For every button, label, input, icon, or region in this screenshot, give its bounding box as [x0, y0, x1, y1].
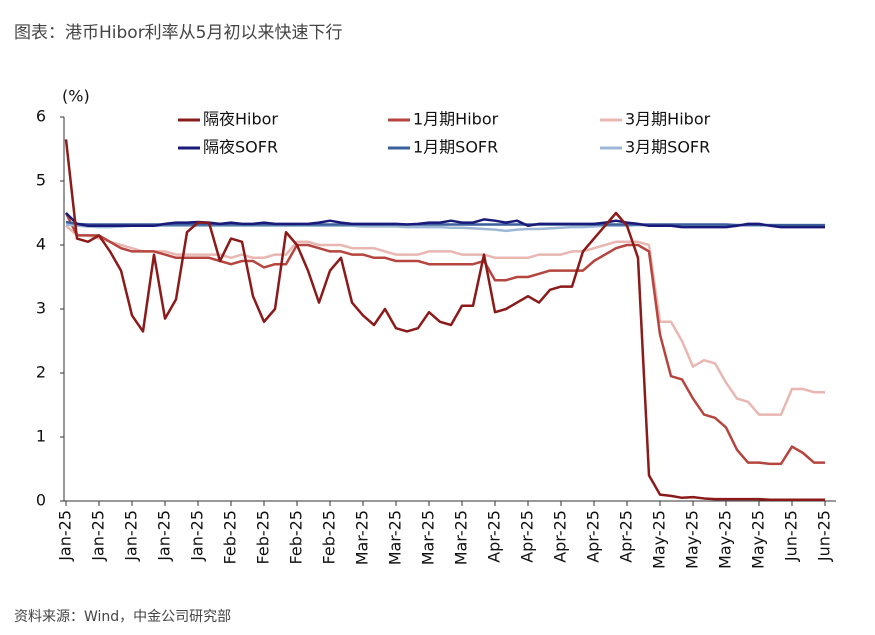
- series-line: [64, 212, 825, 466]
- y-axis-label: (%): [62, 87, 90, 106]
- x-tick-label: Mar-25: [419, 510, 438, 565]
- series-line: [65, 212, 825, 229]
- x-tick-label: Apr-25: [485, 510, 504, 563]
- x-tick-label: May-25: [683, 510, 702, 569]
- x-tick-label: May-25: [650, 510, 669, 569]
- legend-label: 1月期SOFR: [413, 138, 498, 157]
- y-tick-label: 1: [36, 427, 46, 446]
- x-tick-label: Jan-25: [122, 510, 141, 562]
- x-tick-label: Jan-25: [56, 510, 75, 562]
- y-tick-label: 2: [36, 363, 46, 382]
- x-tick-label: Jun-25: [815, 510, 834, 562]
- x-tick-label: Jan-25: [89, 510, 108, 562]
- x-tick-label: Apr-25: [551, 510, 570, 563]
- x-tick-label: Apr-25: [584, 510, 603, 563]
- x-tick-label: Feb-25: [287, 510, 306, 564]
- x-tick-label: May-25: [749, 510, 768, 569]
- legend-label: 隔夜Hibor: [203, 110, 278, 129]
- legend-label: 1月期Hibor: [413, 110, 499, 129]
- x-tick-label: Feb-25: [320, 510, 339, 564]
- x-tick-label: Jan-25: [155, 510, 174, 562]
- source: 资料来源：Wind，中金公司研究部: [14, 609, 231, 625]
- x-tick-label: Feb-25: [221, 510, 240, 564]
- y-tick-label: 5: [36, 171, 46, 190]
- x-tick-label: Mar-25: [353, 510, 372, 565]
- x-tick-label: Jun-25: [782, 510, 801, 562]
- legend-label: 隔夜SOFR: [203, 138, 278, 157]
- x-tick-label: Apr-25: [617, 510, 636, 563]
- x-tick-label: Jan-25: [188, 510, 207, 562]
- x-tick-label: Apr-25: [518, 510, 537, 563]
- series-line: [65, 220, 825, 227]
- series-line: [64, 139, 825, 501]
- legend-label: 3月期Hibor: [625, 110, 711, 129]
- y-tick-label: 4: [36, 235, 46, 254]
- chart-title: 图表：港币Hibor利率从5月初以来快速下行: [14, 23, 343, 43]
- series-line: [65, 224, 825, 416]
- x-tick-label: Mar-25: [452, 510, 471, 565]
- x-tick-label: Feb-25: [254, 510, 273, 564]
- legend-label: 3月期SOFR: [625, 138, 710, 157]
- y-tick-label: 3: [36, 299, 46, 318]
- y-tick-label: 6: [36, 107, 46, 126]
- x-tick-label: May-25: [716, 510, 735, 569]
- x-tick-label: Mar-25: [386, 510, 405, 565]
- y-tick-label: 0: [36, 491, 46, 510]
